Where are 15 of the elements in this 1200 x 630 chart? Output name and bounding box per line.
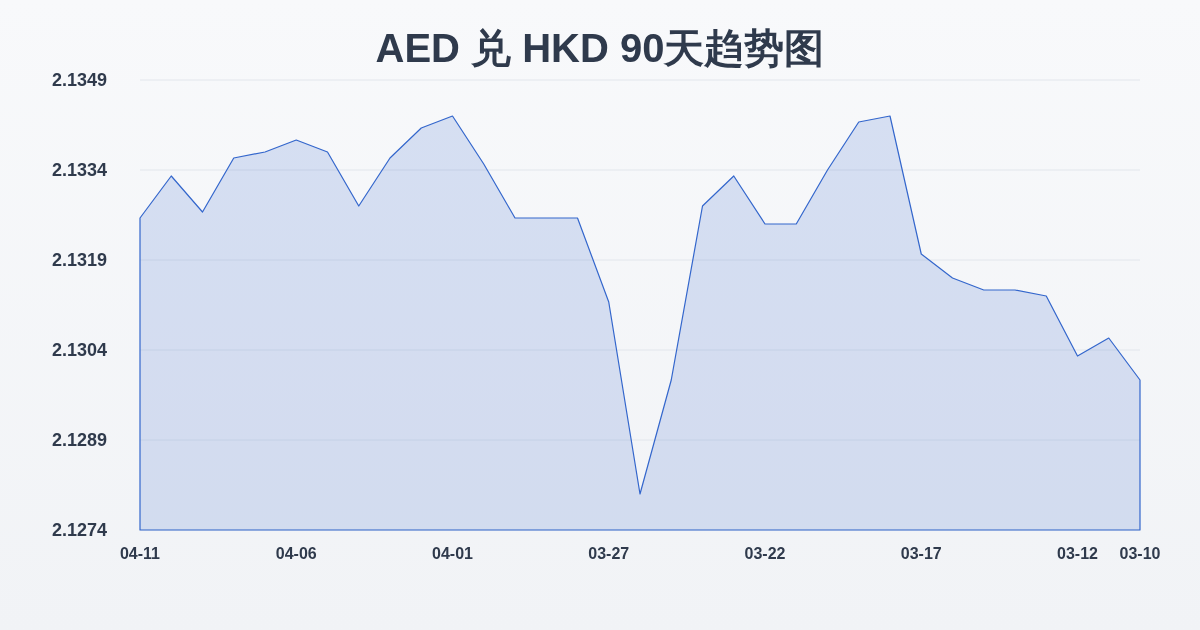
y-tick-label: 2.1334 — [52, 160, 108, 180]
x-tick-label: 03-27 — [588, 545, 630, 562]
x-tick-label: 03-12 — [1057, 545, 1099, 562]
x-tick-label: 04-11 — [119, 545, 161, 562]
x-tick-label: 04-06 — [275, 545, 317, 562]
x-tick-label: 04-01 — [432, 545, 474, 562]
y-tick-label: 2.1319 — [52, 250, 108, 270]
chart-title: AED 兑 HKD 90天趋势图 — [375, 26, 825, 70]
y-tick-label: 2.1274 — [52, 520, 108, 540]
y-tick-label: 2.1289 — [52, 430, 108, 450]
x-tick-label: 03-22 — [744, 545, 786, 562]
x-tick-label: 03-17 — [900, 545, 942, 562]
y-tick-label: 2.1304 — [52, 340, 108, 360]
y-tick-label: 2.1349 — [52, 70, 108, 90]
x-tick-label: 03-10 — [1119, 545, 1161, 562]
